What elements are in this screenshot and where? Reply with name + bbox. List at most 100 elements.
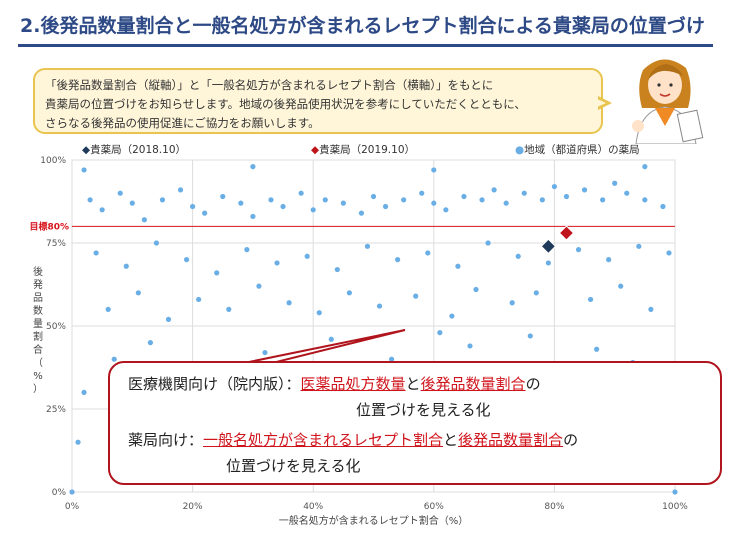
regional-pharmacy-point	[202, 210, 208, 216]
callout-keyword: 後発品数量割合	[458, 431, 564, 449]
y-axis-label-char: （	[33, 357, 43, 369]
y-axis-label-char: 量	[33, 318, 43, 330]
bubble-line: 「後発品数量割合（縦軸）」と「一般名処方が含まれるレセプト割合（横軸）」をもとに	[45, 78, 494, 92]
regional-pharmacy-point	[449, 313, 455, 319]
callout-connector: と	[405, 375, 421, 393]
regional-pharmacy-point	[672, 489, 678, 495]
regional-pharmacy-point	[606, 257, 612, 263]
bubble-line: 貴薬局の位置づけをお知らせします。地域の後発品使用状況を参考にしていただくととも…	[45, 97, 526, 111]
x-tick-label: 40%	[303, 502, 323, 512]
y-axis-label-char: 割	[33, 330, 43, 343]
regional-pharmacy-point	[310, 207, 316, 213]
regional-pharmacy-point	[322, 197, 328, 203]
regional-pharmacy-point	[147, 340, 153, 346]
x-axis-label: 一般名処方が含まれるレセプト割合（%）	[279, 514, 469, 527]
regional-pharmacy-point	[298, 190, 304, 196]
regional-pharmacy-point	[111, 356, 117, 362]
speech-bubble: 「後発品数量割合（縦軸）」と「一般名処方が含まれるレセプト割合（横軸）」をもとに…	[33, 68, 603, 134]
regional-pharmacy-point	[328, 336, 334, 342]
regional-pharmacy-point	[250, 164, 256, 170]
regional-pharmacy-point	[660, 203, 666, 210]
callout-connector: の	[525, 375, 541, 393]
regional-pharmacy-point	[117, 190, 123, 196]
regional-pharmacy-point	[268, 197, 274, 203]
regional-pharmacy-point	[244, 247, 250, 253]
callout-prefix: 医療機関向け（院内版）：	[128, 375, 301, 393]
regional-pharmacy-point	[226, 306, 232, 312]
regional-pharmacy-point	[479, 197, 485, 203]
regional-pharmacy-point	[624, 190, 630, 196]
regional-pharmacy-point	[431, 200, 437, 206]
pharmacist-illustration	[632, 59, 704, 144]
page-title: 2.後発品数量割合と一般名処方が含まれるレセプト割合による貴薬局の位置づけ	[20, 15, 705, 37]
regional-pharmacy-point	[431, 167, 437, 173]
regional-pharmacy-point	[467, 343, 473, 349]
regional-pharmacy-point	[159, 197, 166, 203]
regional-pharmacy-point	[129, 200, 135, 206]
y-tick-label: 0%	[52, 488, 67, 498]
x-tick-label: 20%	[183, 502, 203, 512]
regional-pharmacy-point	[340, 200, 346, 206]
regional-pharmacy-point	[575, 247, 582, 253]
regional-pharmacy-point	[81, 389, 87, 395]
regional-pharmacy-point	[382, 203, 389, 210]
regional-pharmacy-point	[238, 200, 244, 206]
regional-pharmacy-point	[141, 217, 147, 223]
legend-label: 貴薬局（2018.10）	[90, 143, 186, 156]
callout-row-pharmacy-2: 位置づけを見える化	[226, 457, 361, 475]
regional-pharmacy-point	[503, 200, 509, 206]
regional-pharmacy-point	[99, 207, 105, 213]
regional-pharmacy-point	[370, 193, 377, 200]
regional-pharmacy-point	[521, 190, 527, 196]
regional-pharmacy-point	[443, 207, 449, 213]
regional-pharmacy-point	[551, 183, 558, 190]
title-underline	[18, 44, 713, 47]
y-tick-label: 25%	[46, 405, 66, 415]
regional-pharmacy-point	[214, 270, 220, 276]
regional-pharmacy-point	[316, 310, 322, 316]
regional-pharmacy-point	[75, 439, 81, 445]
regional-pharmacy-point	[190, 203, 196, 210]
regional-pharmacy-point	[274, 260, 280, 266]
regional-pharmacy-point	[539, 197, 545, 203]
regional-pharmacy-point	[334, 266, 340, 273]
regional-pharmacy-point	[636, 243, 642, 249]
legend-item: ◆貴薬局（2018.10）	[82, 143, 186, 156]
x-tick-label: 60%	[424, 502, 444, 512]
regional-pharmacy-point	[618, 283, 624, 289]
regional-pharmacy-point	[220, 193, 226, 200]
legend-item: ●地域（都道府県）の薬局	[515, 143, 640, 156]
regional-pharmacy-point	[395, 257, 401, 263]
callout-row-hospital: 医療機関向け（院内版）：医薬品処方数量と後発品数量割合の	[128, 373, 541, 394]
regional-pharmacy-point	[81, 167, 87, 173]
bubble-tail-inner	[597, 99, 606, 107]
regional-pharmacy-point	[642, 164, 648, 170]
own-pharmacy-2018-marker	[540, 238, 557, 255]
y-axis-label-char: 合	[33, 343, 43, 356]
regional-pharmacy-point	[473, 286, 479, 293]
y-axis-label-char: %	[33, 371, 43, 382]
regional-pharmacy-point	[388, 356, 395, 362]
regional-pharmacy-point	[533, 290, 539, 296]
regional-pharmacy-point	[105, 306, 111, 312]
regional-pharmacy-point	[587, 296, 594, 303]
regional-pharmacy-point	[461, 193, 467, 200]
x-tick-label: 100%	[662, 502, 688, 512]
regional-pharmacy-point	[485, 240, 491, 246]
regional-pharmacy-point	[280, 203, 286, 210]
y-axis-label-char: 後	[33, 265, 43, 278]
regional-pharmacy-point	[600, 197, 606, 203]
callout-box: 医療機関向け（院内版）：医薬品処方数量と後発品数量割合の 位置づけを見える化 薬…	[108, 361, 722, 485]
callout-prefix: 薬局向け：	[128, 431, 204, 449]
callout-row-hospital-2: 位置づけを見える化	[356, 401, 491, 419]
regional-pharmacy-point	[165, 316, 172, 322]
regional-pharmacy-point	[455, 263, 461, 269]
regional-pharmacy-point	[419, 190, 425, 196]
callout-keyword: 後発品数量割合	[420, 375, 526, 393]
regional-pharmacy-point	[87, 197, 93, 203]
regional-pharmacy-point	[69, 489, 75, 495]
regional-pharmacy-point	[256, 283, 262, 289]
callout-connector: と	[443, 431, 459, 449]
regional-pharmacy-point	[491, 187, 497, 193]
regional-pharmacy-point	[262, 349, 268, 356]
